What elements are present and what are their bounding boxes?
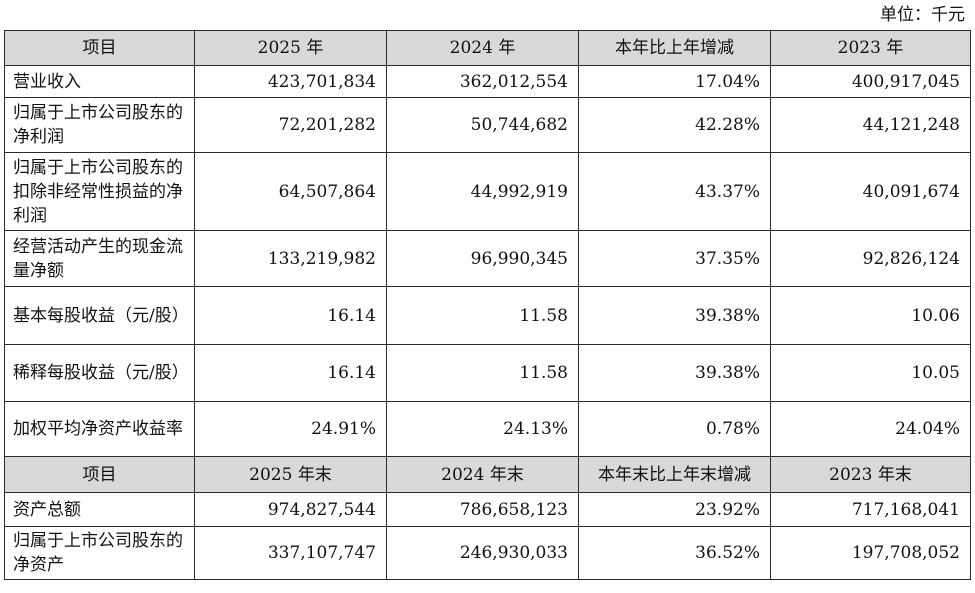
value-2024: 24.13% <box>386 401 579 457</box>
value-2023: 92,826,124 <box>770 230 971 287</box>
value-2023: 10.05 <box>770 344 971 402</box>
row-label: 基本每股收益（元/股） <box>4 286 195 345</box>
value-2025: 24.91% <box>194 401 387 457</box>
value-change: 42.28% <box>578 97 771 153</box>
value-2024: 246,930,033 <box>386 526 579 580</box>
header-change-end: 本年末比上年末增减 <box>578 456 771 493</box>
header-2024: 2024 年 <box>386 30 579 66</box>
value-2024: 786,658,123 <box>386 492 579 527</box>
value-2025: 72,201,282 <box>194 97 387 153</box>
table-row: 经营活动产生的现金流量净额 133,219,982 96,990,345 37.… <box>4 230 971 287</box>
value-change: 37.35% <box>578 230 771 287</box>
table-row: 资产总额 974,827,544 786,658,123 23.92% 717,… <box>4 492 971 527</box>
value-2023: 40,091,674 <box>770 152 971 231</box>
value-change: 23.92% <box>578 492 771 527</box>
row-label: 加权平均净资产收益率 <box>4 401 195 457</box>
header-change: 本年比上年增减 <box>578 30 771 66</box>
value-2024: 44,992,919 <box>386 152 579 231</box>
table-row: 归属于上市公司股东的净利润 72,201,282 50,744,682 42.2… <box>4 97 971 153</box>
value-2023: 400,917,045 <box>770 65 971 98</box>
value-2025: 16.14 <box>194 286 387 345</box>
row-label: 归属于上市公司股东的净资产 <box>4 526 195 580</box>
table-row: 基本每股收益（元/股） 16.14 11.58 39.38% 10.06 <box>4 286 971 345</box>
value-2023: 44,121,248 <box>770 97 971 153</box>
header-2024-end: 2024 年末 <box>386 456 579 493</box>
value-2023: 197,708,052 <box>770 526 971 580</box>
header-2025-end: 2025 年末 <box>194 456 387 493</box>
header-2023: 2023 年 <box>770 30 971 66</box>
value-change: 39.38% <box>578 344 771 402</box>
header-2023-end: 2023 年末 <box>770 456 971 493</box>
value-2025: 423,701,834 <box>194 65 387 98</box>
value-2024: 96,990,345 <box>386 230 579 287</box>
header-item: 项目 <box>4 456 195 493</box>
header-2025: 2025 年 <box>194 30 387 66</box>
value-2024: 50,744,682 <box>386 97 579 153</box>
table-row: 稀释每股收益（元/股） 16.14 11.58 39.38% 10.05 <box>4 344 971 402</box>
value-2025: 64,507,864 <box>194 152 387 231</box>
income-header-row: 项目 2025 年 2024 年 本年比上年增减 2023 年 <box>4 30 971 66</box>
value-2023: 717,168,041 <box>770 492 971 527</box>
value-2023: 24.04% <box>770 401 971 457</box>
header-item: 项目 <box>4 30 195 66</box>
balance-header-row: 项目 2025 年末 2024 年末 本年末比上年末增减 2023 年末 <box>4 456 971 493</box>
financial-summary-table: 项目 2025 年 2024 年 本年比上年增减 2023 年 营业收入 423… <box>4 30 971 580</box>
unit-label: 单位：千元 <box>880 5 965 25</box>
row-label: 归属于上市公司股东的净利润 <box>4 97 195 153</box>
table-row: 营业收入 423,701,834 362,012,554 17.04% 400,… <box>4 65 971 98</box>
value-2025: 133,219,982 <box>194 230 387 287</box>
row-label: 经营活动产生的现金流量净额 <box>4 230 195 287</box>
value-2024: 362,012,554 <box>386 65 579 98</box>
value-change: 36.52% <box>578 526 771 580</box>
row-label: 营业收入 <box>4 65 195 98</box>
value-change: 43.37% <box>578 152 771 231</box>
row-label: 归属于上市公司股东的扣除非经常性损益的净利润 <box>4 152 195 231</box>
value-2025: 16.14 <box>194 344 387 402</box>
table-row: 归属于上市公司股东的净资产 337,107,747 246,930,033 36… <box>4 526 971 580</box>
table-row: 加权平均净资产收益率 24.91% 24.13% 0.78% 24.04% <box>4 401 971 457</box>
table-row: 归属于上市公司股东的扣除非经常性损益的净利润 64,507,864 44,992… <box>4 152 971 231</box>
value-2024: 11.58 <box>386 344 579 402</box>
value-2025: 974,827,544 <box>194 492 387 527</box>
value-2025: 337,107,747 <box>194 526 387 580</box>
value-change: 0.78% <box>578 401 771 457</box>
value-2024: 11.58 <box>386 286 579 345</box>
value-change: 39.38% <box>578 286 771 345</box>
row-label: 稀释每股收益（元/股） <box>4 344 195 402</box>
row-label: 资产总额 <box>4 492 195 527</box>
value-2023: 10.06 <box>770 286 971 345</box>
value-change: 17.04% <box>578 65 771 98</box>
